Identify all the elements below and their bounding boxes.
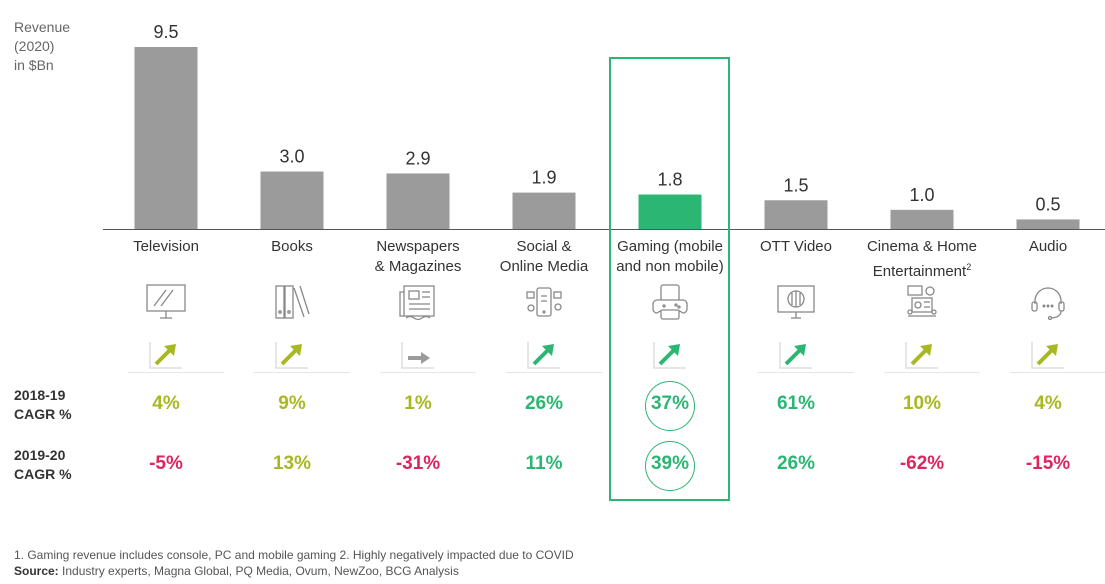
tv-icon [103, 280, 229, 324]
category-label: Books [229, 237, 355, 257]
footnote: 1. Gaming revenue includes console, PC a… [14, 548, 574, 562]
cagr-2018-19-value: 26% [524, 393, 564, 414]
category-label: OTT Video [733, 237, 859, 257]
trend-flat-arrow-icon [355, 336, 481, 372]
cagr-2018-19-value: 61% [776, 393, 816, 414]
bar-value-label: 1.0 [909, 185, 934, 205]
category-label-line: Cinema & Home [866, 238, 978, 255]
bar-gaming-mobile-and-non-mobile- [638, 194, 702, 229]
row-label-line: 2018-19 [14, 387, 66, 403]
cinema-icon [859, 280, 985, 324]
books-icon [229, 280, 355, 324]
trend-up-arrow-icon [103, 336, 229, 372]
row-label-line: CAGR % [14, 466, 72, 482]
bar-books [260, 171, 324, 229]
y-axis-label-line: (2020) [14, 38, 55, 54]
cagr-2019-20-value: -31% [395, 453, 441, 474]
ott-video-icon [733, 280, 859, 324]
bar-value-label: 1.9 [531, 168, 556, 188]
category-label-line: and non mobile) [616, 258, 724, 275]
cagr-2019-20-value: -5% [149, 453, 183, 474]
cagr-2019-20-value: 26% [776, 453, 816, 474]
row-label-2019-20: 2019-20 CAGR % [14, 446, 72, 484]
cagr-2019-20-value: 11% [525, 453, 563, 474]
trend-up-arrow-icon [859, 336, 985, 372]
footnote-marker: 2 [966, 262, 972, 272]
y-axis-label: Revenue (2020) in $Bn [14, 18, 94, 75]
source-note: Source: Industry experts, Magna Global, … [14, 563, 459, 579]
category-label-line: Audio [1028, 238, 1068, 255]
cagr-2018-19-value: 1% [404, 393, 432, 414]
source-label: Source: [14, 564, 59, 578]
category-label-line: Gaming (mobile [617, 238, 723, 255]
bar-television [134, 47, 198, 229]
category-label: Social & Online Media [481, 237, 607, 277]
highlight-circle-2018-19 [645, 381, 695, 431]
row-label-line: 2019-20 [14, 447, 66, 463]
cagr-2018-19-value: 4% [152, 393, 180, 414]
category-label: Television [103, 237, 229, 257]
row-label-2018-19: 2018-19 CAGR % [14, 386, 72, 424]
gaming-highlight-box [609, 57, 730, 501]
bar-value-label: 1.5 [783, 175, 808, 195]
category-label-line: OTT Video [760, 238, 832, 255]
trend-up-arrow-icon [229, 336, 355, 372]
cagr-2018-19-value: 9% [278, 393, 306, 414]
newspaper-icon [355, 280, 481, 324]
category-label: Newspapers & Magazines [355, 237, 481, 277]
source-text: Industry experts, Magna Global, PQ Media… [58, 564, 459, 578]
category-label-line: Television [133, 238, 199, 255]
highlight-circle-2019-20 [645, 441, 695, 491]
category-label: Audio [985, 237, 1105, 257]
cagr-2019-20-value: -15% [1025, 453, 1071, 474]
row-label-line: CAGR % [14, 406, 72, 422]
category-label-line: Online Media [499, 258, 589, 275]
category-label-line: Entertainment2 [872, 262, 972, 280]
social-media-icon [481, 280, 607, 324]
category-label-line: Books [271, 238, 313, 255]
trend-up-arrow-icon [607, 336, 733, 372]
headset-icon [985, 280, 1105, 324]
trend-up-arrow-icon [985, 336, 1105, 372]
bar-value-label: 9.5 [153, 22, 178, 42]
bar-newspapers-magazines [386, 173, 450, 229]
category-label-line: Social & [516, 238, 572, 255]
bar-value-label: 1.8 [657, 170, 682, 190]
cagr-2019-20-value: 13% [272, 453, 312, 474]
bar-value-label: 3.0 [279, 147, 304, 167]
cagr-2019-20-value: -62% [899, 453, 945, 474]
category-label: Cinema & Home Entertainment2 [859, 237, 985, 282]
category-label-line: Newspapers [376, 238, 460, 255]
cagr-2018-19-value: 10% [902, 393, 942, 414]
trend-up-arrow-icon [481, 336, 607, 372]
bar-value-label: 2.9 [405, 148, 430, 168]
bar-ott-video [764, 200, 828, 229]
y-axis-label-line: Revenue [14, 19, 71, 35]
trend-up-arrow-icon [733, 336, 859, 372]
gamepad-icon [607, 280, 733, 324]
bar-value-label: 0.5 [1035, 194, 1060, 214]
bar-cinema-home-entertainment [890, 209, 954, 229]
bar-audio [1016, 219, 1080, 229]
y-axis-label-line: in $Bn [14, 57, 54, 73]
bar-social-online-media [512, 192, 576, 229]
category-label: Gaming (mobile and non mobile) [607, 237, 733, 277]
category-label-line: & Magazines [374, 258, 462, 275]
cagr-2018-19-value: 4% [1034, 393, 1062, 414]
